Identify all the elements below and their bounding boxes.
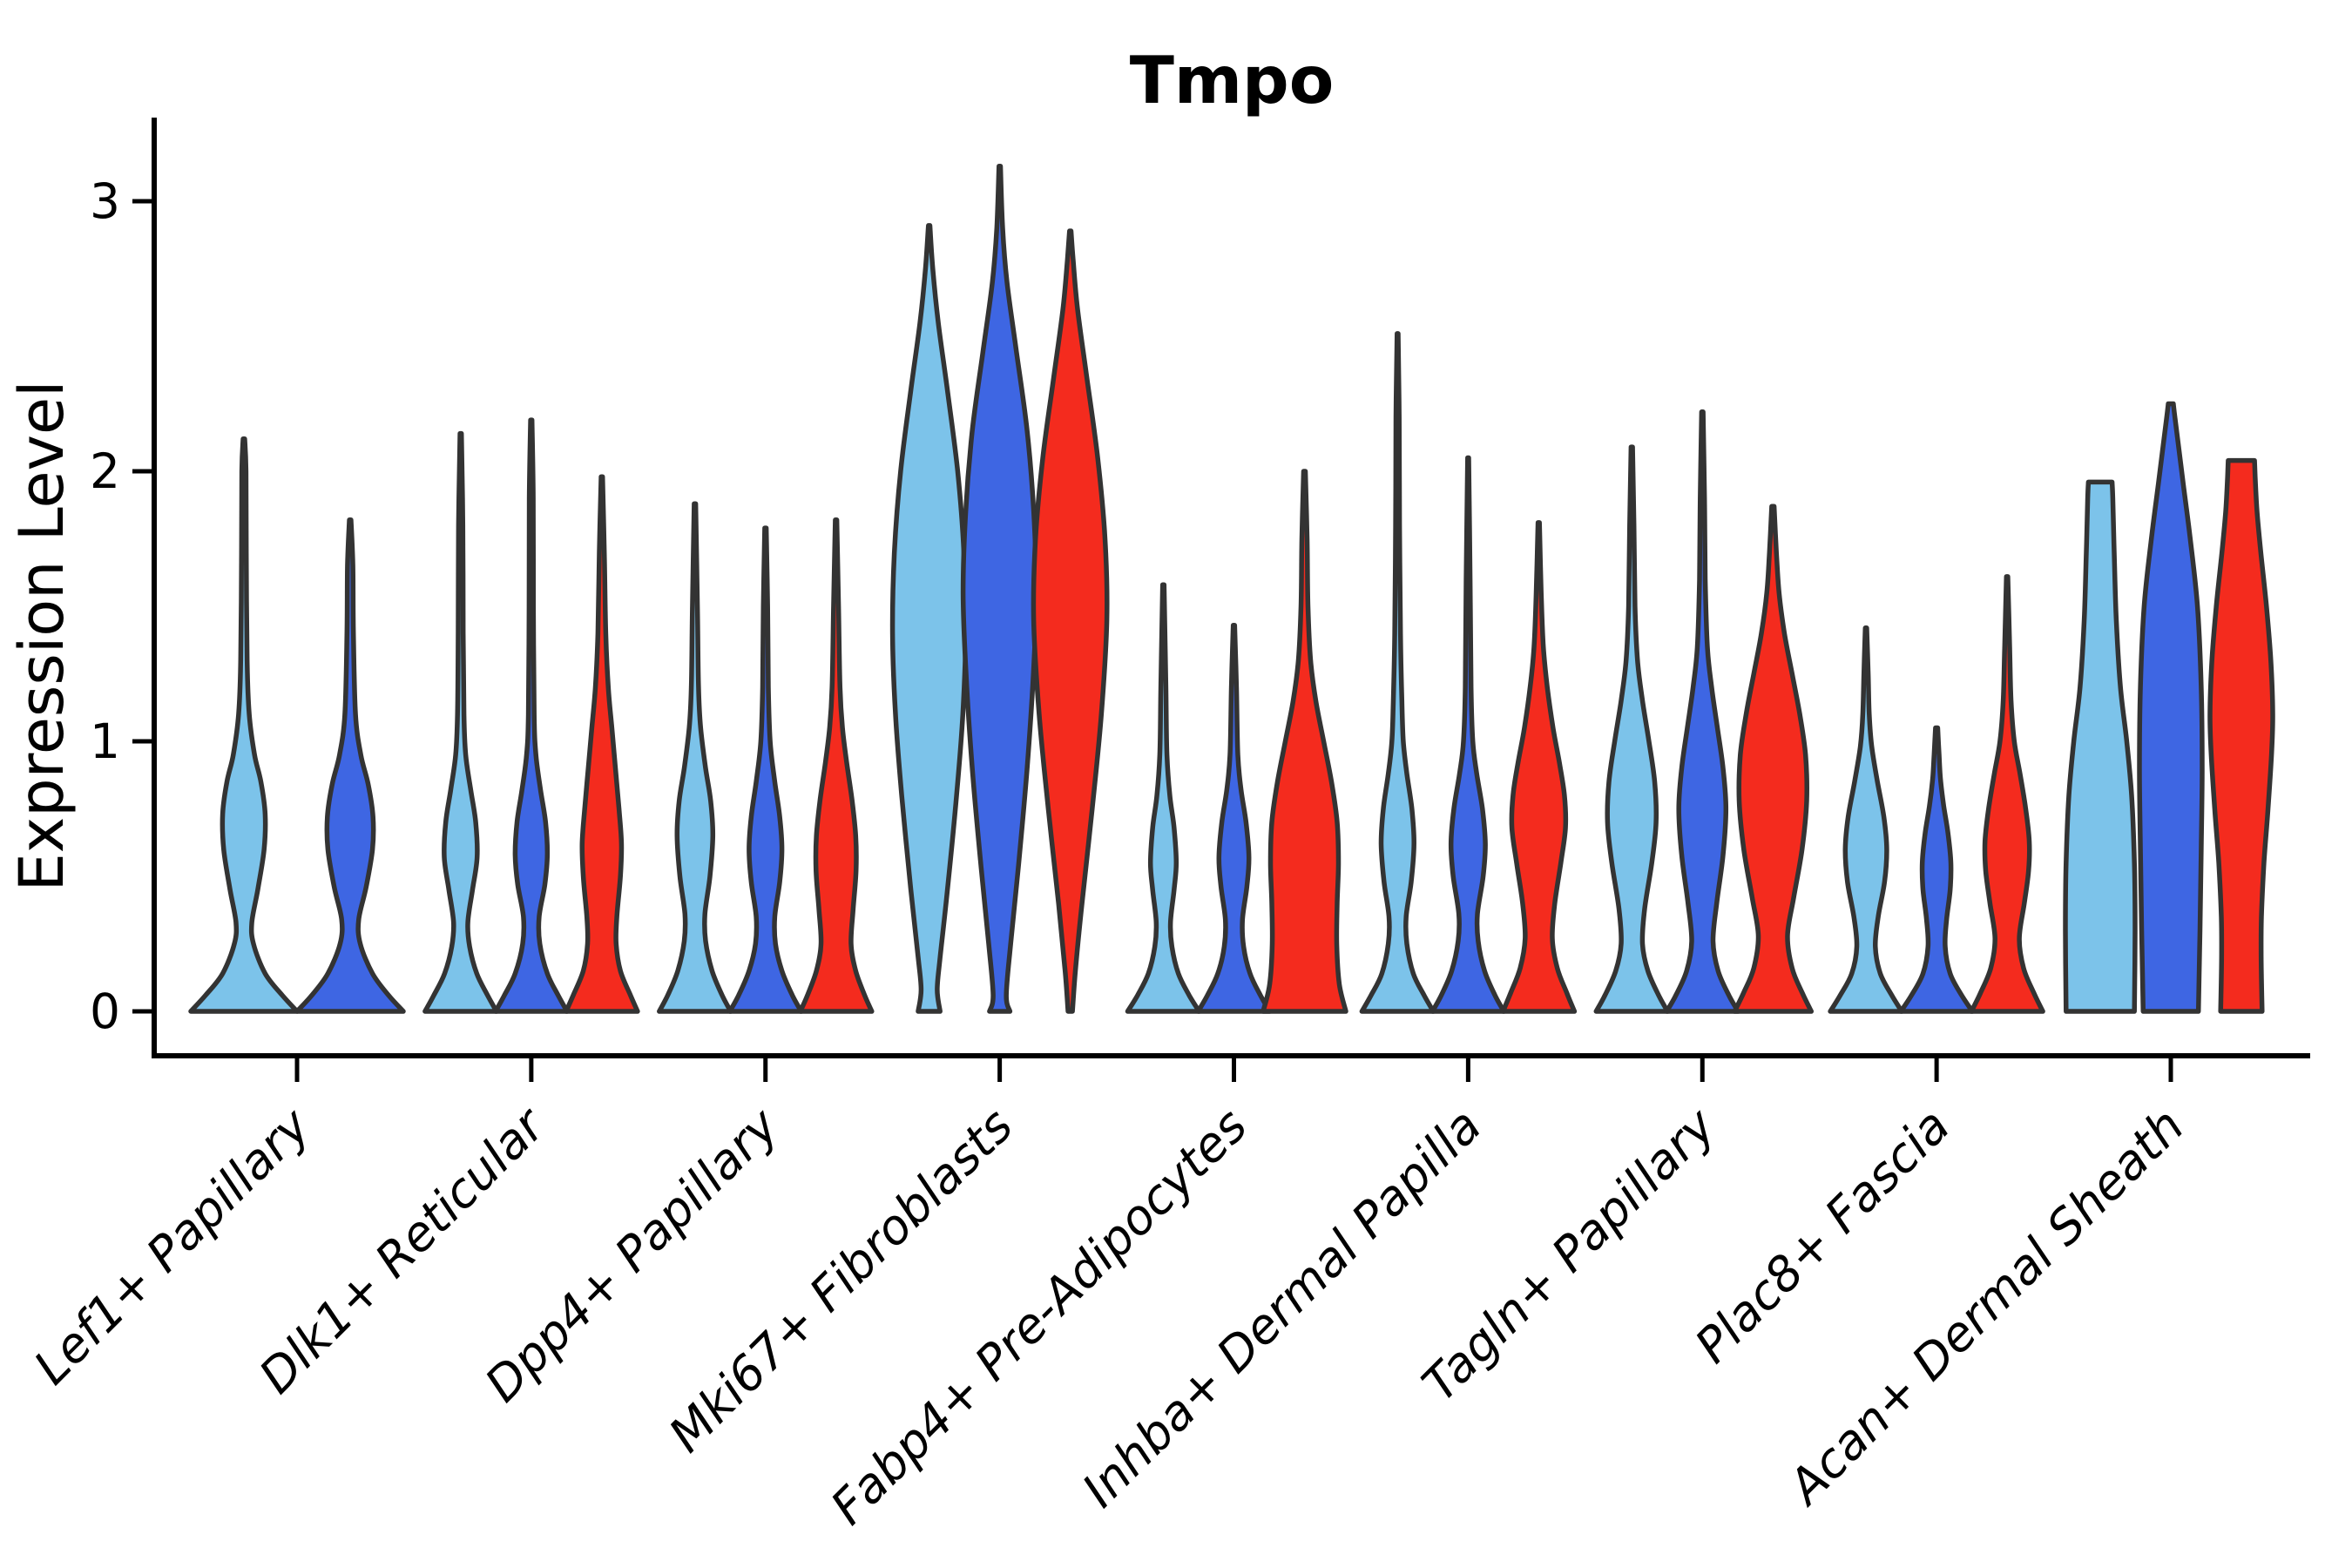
violin-dark_blue (727, 525, 804, 1014)
violin-light_blue (422, 430, 499, 1014)
x-tick-label: Inhba+ Dermal Papilla (1071, 1098, 1491, 1517)
x-tick-label: Plac8+ Fascia (1684, 1098, 1960, 1374)
y-tick-label: 1 (90, 713, 120, 769)
violin-red (1732, 504, 1815, 1014)
chart-title: Tmpo (1130, 42, 1335, 118)
violin-light_blue (188, 436, 300, 1014)
violin-dark_blue (1898, 725, 1975, 1014)
y-axis-ticks: 0 1 2 3 (90, 173, 154, 1039)
violin-red (1031, 228, 1110, 1014)
y-axis-label: Expression Level (6, 380, 78, 891)
y-tick-label: 3 (90, 173, 120, 229)
x-tick-label: Fabp4+ Pre-Adipocytes (820, 1098, 1257, 1535)
violin-light_blue (2063, 479, 2138, 1014)
y-tick-label: 0 (90, 983, 120, 1039)
violin-dark_blue (1664, 409, 1741, 1014)
violin-light_blue (657, 501, 733, 1014)
violin-dark_blue (294, 517, 406, 1014)
violin-dark_blue (493, 417, 570, 1014)
violin-red (564, 474, 640, 1014)
violin-light_blue (889, 223, 969, 1014)
violin-dark_blue (2137, 401, 2205, 1014)
x-tick-label: Acan+ Dermal Sheath (1776, 1098, 2195, 1517)
violin-red (798, 517, 875, 1014)
axes-spines (152, 118, 2310, 1058)
violin-red (2207, 457, 2275, 1014)
violin-light_blue (1359, 331, 1436, 1014)
violin-light_blue (1593, 444, 1671, 1014)
violin-red (1260, 469, 1348, 1014)
violin-light_blue (1828, 625, 1904, 1014)
violin-red (1500, 520, 1578, 1014)
violin-red (1969, 574, 2045, 1014)
y-tick-label: 2 (90, 443, 120, 499)
violin-dark_blue (1429, 455, 1507, 1014)
violin-dark_blue (1195, 622, 1273, 1014)
violin-series (188, 163, 2275, 1014)
violin-light_blue (1125, 582, 1202, 1014)
violin-dark_blue (960, 163, 1039, 1014)
